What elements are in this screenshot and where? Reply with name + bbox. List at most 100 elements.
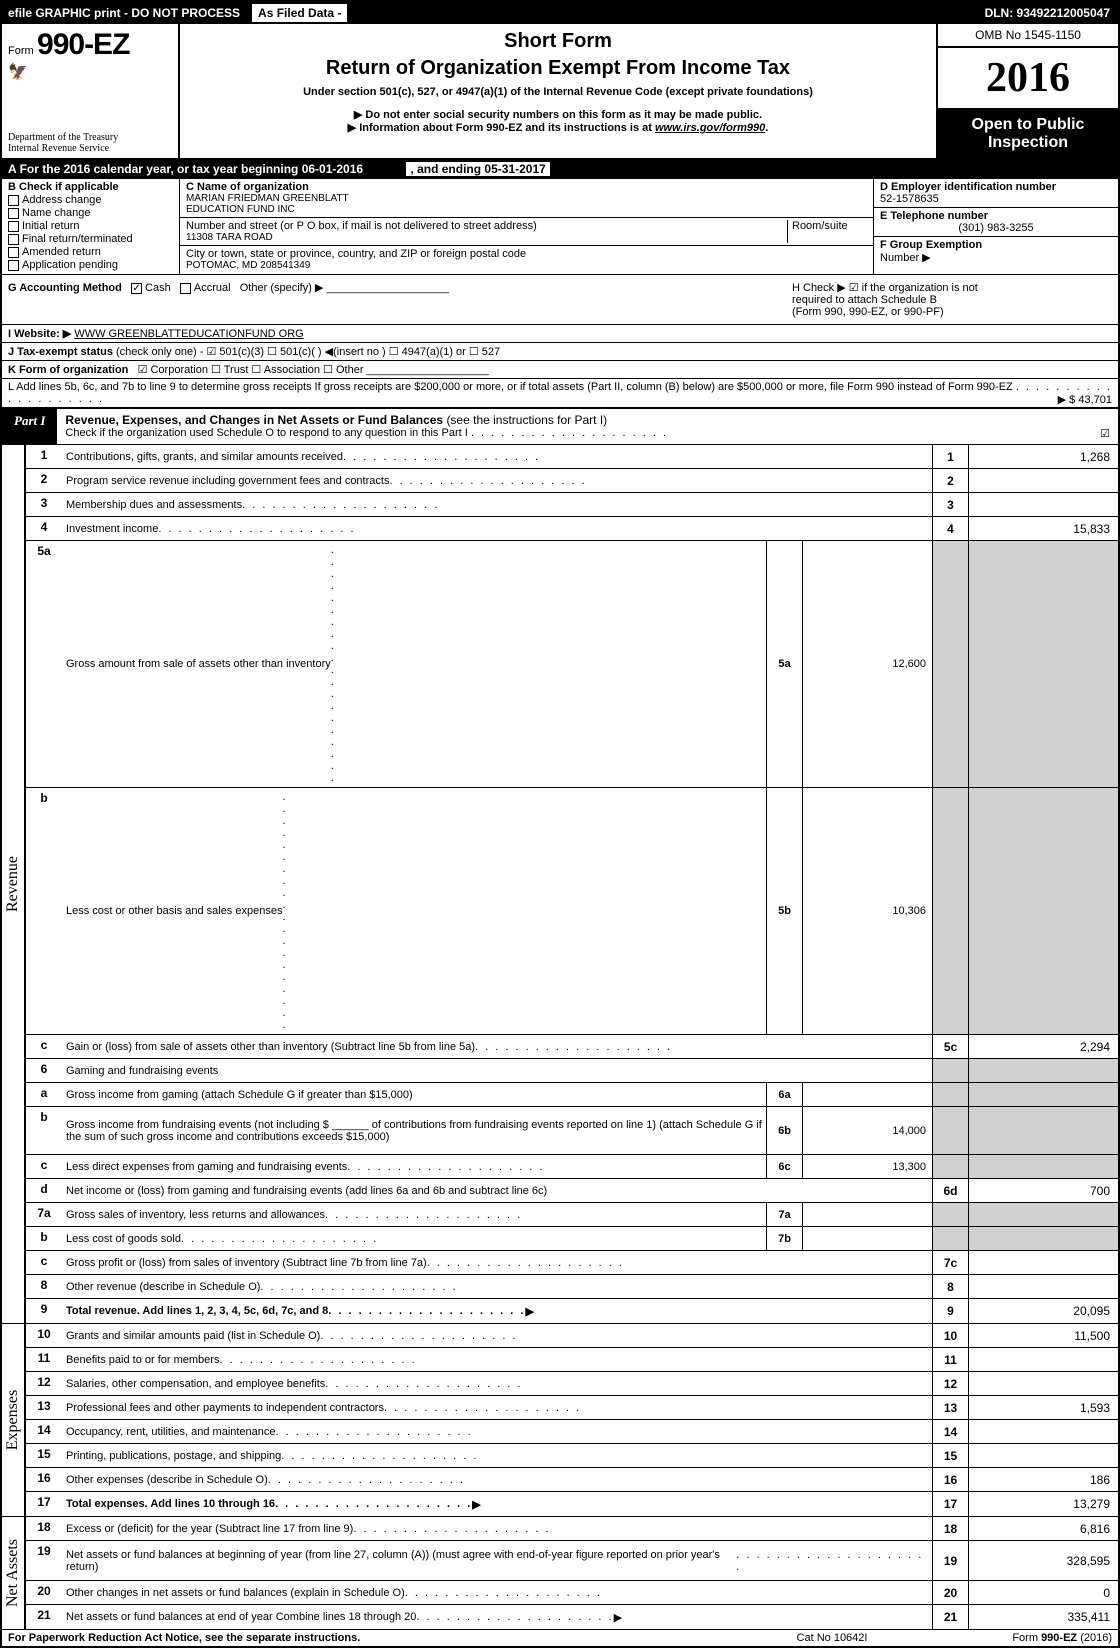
e-label: E Telephone number [880,210,1112,222]
dots-icon [347,1161,544,1173]
footer-mid: Cat No 10642I [732,1632,932,1644]
open-to-public: Open to Public Inspection [938,110,1118,158]
line-4: 4 Investment income 4 15,833 [26,517,1118,541]
c-label: C Name of organization [186,181,867,193]
j-label: J Tax-exempt status [8,346,113,358]
footer-left: For Paperwork Reduction Act Notice, see … [8,1632,732,1644]
revenue-section: Revenue 1 Contributions, gifts, grants, … [2,445,1118,1324]
line-20: 20 Other changes in net assets or fund b… [26,1581,1118,1605]
dots-icon [282,791,287,1031]
dots-icon [260,1281,457,1293]
row-i: I Website: ▶ WWW GREENBLATTEDUCATIONFUND… [2,325,1118,343]
cb-accrual[interactable] [180,283,191,294]
b-header: B Check if applicable [8,181,173,193]
e-block: E Telephone number (301) 983-3255 [874,208,1118,237]
f-label2: Number ▶ [880,252,931,264]
header-right: OMB No 1545-1150 2016 Open to Public Ins… [938,24,1118,158]
dept-block: Department of the Treasury Internal Reve… [8,132,172,154]
h-line3: (Form 990, 990-EZ, or 990-PF) [792,306,1112,318]
dots-icon [325,1378,522,1390]
form-page: efile GRAPHIC print - DO NOT PROCESS As … [0,0,1120,1648]
e-phone: (301) 983-3255 [880,222,1112,234]
line-1: 1 Contributions, gifts, grants, and simi… [26,445,1118,469]
c-name1: MARIAN FRIEDMAN GREENBLATT [186,193,867,204]
cb-amended-return[interactable]: Amended return [8,246,173,258]
c-name2: EDUCATION FUND INC [186,204,867,215]
info-pre: ▶ Information about Form 990-EZ and its … [348,122,655,134]
cb-name-change[interactable]: Name change [8,207,173,219]
h-line2: required to attach Schedule B [792,294,1112,306]
dots-icon [389,475,586,487]
dots-icon [471,427,668,439]
header-left: Form 990-EZ 🦅 Department of the Treasury… [2,24,180,158]
row-j: J Tax-exempt status (check only one) - ☑… [2,343,1118,361]
line-15: 15 Printing, publications, postage, and … [26,1444,1118,1468]
dots-icon [475,1041,672,1053]
expenses-lines: 10 Grants and similar amounts paid (list… [26,1324,1118,1516]
line-5b: b Less cost or other basis and sales exp… [26,788,1118,1035]
under-section: Under section 501(c), 527, or 4947(a)(1)… [190,86,926,98]
l-text: L Add lines 5b, 6c, and 7b to line 9 to … [8,381,1013,393]
f-label: F Group Exemption [880,239,982,251]
d-ein: 52-1578635 [880,193,1112,205]
row-l: L Add lines 5b, 6c, and 7b to line 9 to … [2,379,1118,409]
room-suite-label: Room/suite [787,220,867,243]
cb-address-change[interactable]: Address change [8,194,173,206]
i-url[interactable]: WWW GREENBLATTEDUCATIONFUND ORG [74,328,303,340]
line-7c: c Gross profit or (loss) from sales of i… [26,1251,1118,1275]
part-i-sub: (see the instructions for Part I) [446,413,607,427]
a-prefix: A [8,162,16,176]
cb-cash[interactable] [131,283,142,294]
h-line1: H Check ▶ ☑ if the organization is not [792,281,1112,294]
c-addr: 11308 TARA ROAD [186,232,787,243]
part-i-check-line: Check if the organization used Schedule … [65,427,1110,439]
line-7b: b Less cost of goods sold 7b [26,1227,1118,1251]
dots-icon [328,1305,525,1317]
line-17: 17 Total expenses. Add lines 10 through … [26,1492,1118,1516]
part-i-title-block: Revenue, Expenses, and Changes in Net As… [57,409,1118,444]
line-10: 10 Grants and similar amounts paid (list… [26,1324,1118,1348]
line-6a: a Gross income from gaming (attach Sched… [26,1083,1118,1107]
dots-icon [181,1233,378,1245]
dots-icon [331,544,336,784]
dots-icon [353,1523,550,1535]
omb-number: OMB No 1545-1150 [938,24,1118,48]
open-line2: Inspection [942,134,1114,152]
form-number: 990-EZ [37,28,129,61]
line-6b: b Gross income from fundraising events (… [26,1107,1118,1155]
arrow-icon [614,1611,622,1624]
k-rest: ☑ Corporation ☐ Trust ☐ Association ☐ Ot… [138,364,364,376]
c-city: POTOMAC, MD 208541349 [186,260,867,271]
netassets-side-label: Net Assets [2,1517,26,1629]
form-prefix: Form [8,45,34,57]
line-8: 8 Other revenue (describe in Schedule O)… [26,1275,1118,1299]
header-row: Form 990-EZ 🦅 Department of the Treasury… [2,24,1118,160]
line-5a: 5a Gross amount from sale of assets othe… [26,541,1118,788]
line-18: 18 Excess or (deficit) for the year (Sub… [26,1517,1118,1541]
line-12: 12 Salaries, other compensation, and emp… [26,1372,1118,1396]
cb-application-pending[interactable]: Application pending [8,259,173,271]
h-check: H Check ▶ ☑ if the organization is not r… [792,281,1112,318]
line-6d: d Net income or (loss) from gaming and f… [26,1179,1118,1203]
section-bcdef: B Check if applicable Address change Nam… [2,179,1118,275]
info-line: ▶ Information about Form 990-EZ and its … [190,121,926,134]
netassets-lines: 18 Excess or (deficit) for the year (Sub… [26,1517,1118,1629]
d-block: D Employer identification number 52-1578… [874,179,1118,208]
top-bar: efile GRAPHIC print - DO NOT PROCESS As … [2,2,1118,24]
k-label: K Form of organization [8,364,128,376]
cb-initial-return[interactable]: Initial return [8,220,173,232]
dln-label: DLN: 93492212005047 [977,4,1118,22]
part-i-title: Revenue, Expenses, and Changes in Net As… [65,413,443,427]
c-city-label: City or town, state or province, country… [186,248,867,260]
dots-icon [384,1402,581,1414]
info-link[interactable]: www.irs.gov/form990 [655,122,765,134]
dots-icon [276,1426,473,1438]
line-16: 16 Other expenses (describe in Schedule … [26,1468,1118,1492]
line-6: 6 Gaming and fundraising events [26,1059,1118,1083]
do-not-enter: ▶ Do not enter social security numbers o… [190,108,926,121]
arrow-icon [525,1305,533,1318]
revenue-lines: 1 Contributions, gifts, grants, and simi… [26,445,1118,1323]
dept-treasury: Department of the Treasury [8,132,172,143]
cb-final-return[interactable]: Final return/terminated [8,233,173,245]
arrow-icon [472,1498,480,1511]
